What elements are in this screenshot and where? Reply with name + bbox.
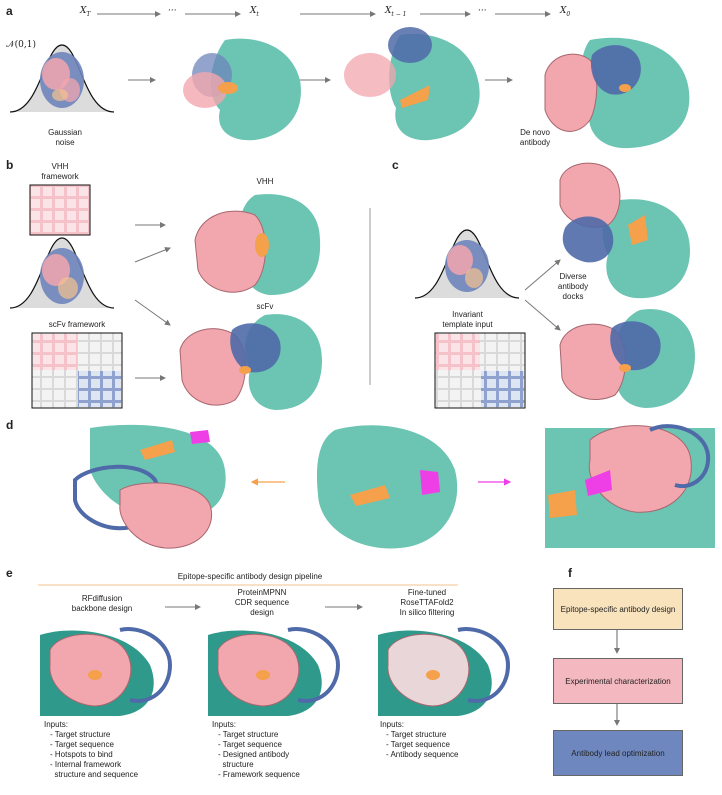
box-experimental-characterization: Experimental characterization	[553, 658, 683, 704]
panel-d-right-complex	[545, 424, 715, 548]
step-2-title: ProteinMPNN CDR sequence design	[234, 588, 290, 617]
scfv-framework-matrix	[31, 332, 123, 409]
step-1-inputs: Inputs: - Target structure - Target sequ…	[44, 720, 139, 779]
normal-distribution-label: 𝒩(0,1)	[6, 40, 36, 50]
vhh-title: VHH	[256, 177, 274, 186]
scfv-framework-caption: scFv framework	[48, 320, 106, 329]
pipeline-step-2-figure	[208, 627, 341, 716]
panel-label-f: f	[568, 566, 572, 580]
x-label-0: X0	[560, 6, 571, 18]
diffusion-step-t	[183, 38, 301, 141]
vhh-framework-caption: VHH framework	[41, 162, 79, 181]
step-3-title: Fine-tuned RoseTTAFold2 In silico filterin…	[399, 588, 455, 617]
panel-b-arrows	[134, 222, 171, 381]
x-label-t-minus-1: Xt − 1	[385, 6, 407, 18]
x-label-dots-2: ···	[478, 6, 487, 16]
template-input-matrix	[434, 332, 526, 409]
antibody-dock-1	[559, 162, 690, 299]
diverse-docks-caption: Diverse antibody docks	[557, 272, 589, 301]
pipeline-step-3-figure	[378, 627, 511, 716]
step-2-inputs: Inputs: - Target structure - Target sequ…	[212, 720, 300, 779]
panel-label-c: c	[392, 158, 399, 172]
x-label-dots-1: ···	[168, 6, 177, 16]
panel-c-gaussian	[414, 229, 520, 299]
diffusion-step-t-minus-1	[344, 27, 480, 141]
panel-c-arrows	[524, 259, 561, 331]
step-1-title: RFdiffusion backbone design	[71, 594, 133, 613]
panel-d-target-surface	[316, 425, 458, 549]
panel-label-a: a	[6, 4, 13, 18]
box-lead-optimization: Antibody lead optimization	[553, 730, 683, 776]
x-label-t: Xt	[250, 6, 259, 18]
de-novo-antibody-caption: De novo antibody	[519, 128, 551, 147]
panel-label-e: e	[6, 566, 13, 580]
vhh-structure	[194, 194, 321, 295]
panel-d-left-complex	[73, 424, 226, 549]
panel-label-d: d	[6, 418, 14, 432]
de-novo-antibody-figure	[544, 37, 690, 149]
scfv-structure	[179, 314, 322, 410]
x-label-T: XT	[80, 6, 91, 18]
step-3-inputs: Inputs: - Target structure - Target sequ…	[380, 720, 459, 759]
vhh-framework-matrix	[29, 184, 91, 236]
antibody-dock-2	[559, 309, 695, 408]
pipeline-step-1-figure	[40, 627, 173, 716]
template-input-caption: Invariant template input	[442, 310, 493, 329]
box-epitope-design: Epitope-specific antibody design	[553, 588, 683, 630]
panel-b-gaussian	[9, 237, 115, 309]
gaussian-noise-caption: Gaussian noise	[48, 128, 82, 147]
scfv-title: scFv	[256, 302, 274, 311]
panel-label-b: b	[6, 158, 14, 172]
gaussian-noise-figure	[9, 44, 115, 113]
pipeline-title: Epitope-specific antibody design pipelin…	[177, 572, 323, 581]
